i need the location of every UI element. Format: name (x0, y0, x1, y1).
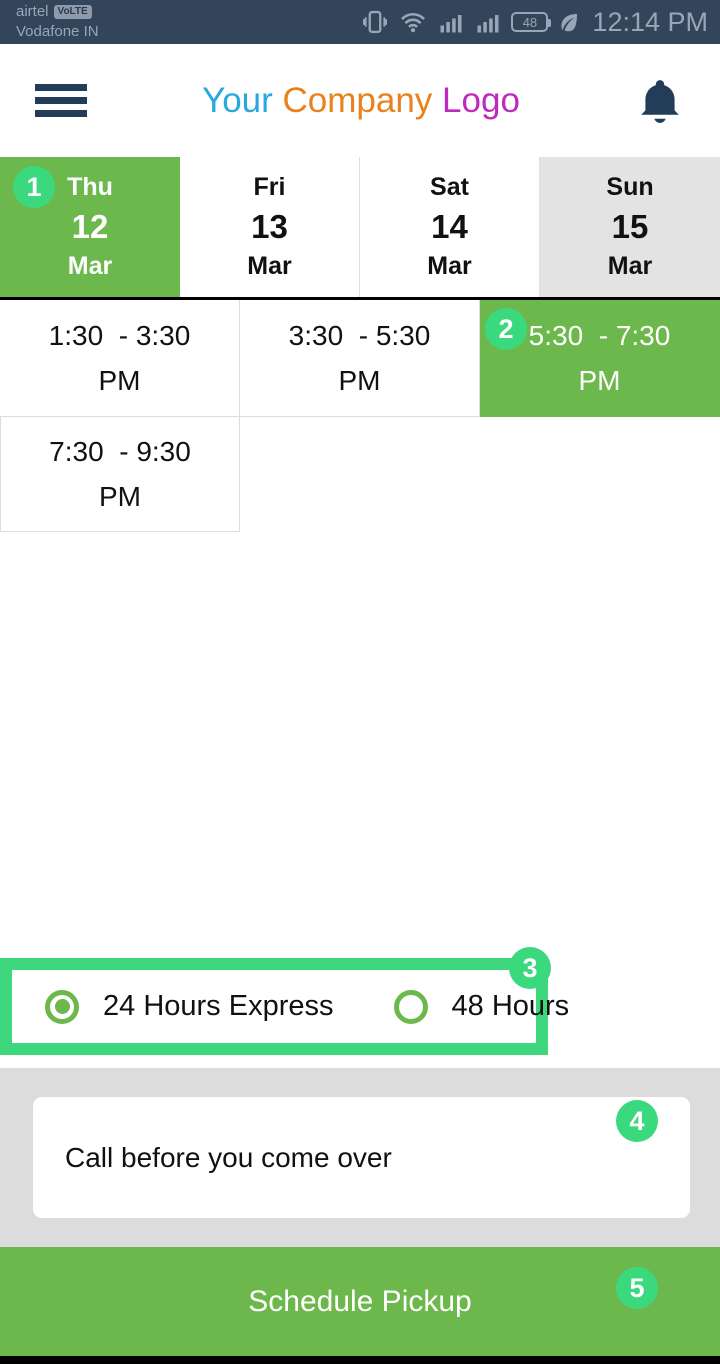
menu-icon[interactable] (35, 84, 87, 117)
schedule-pickup-label: Schedule Pickup (248, 1284, 472, 1318)
battery-icon: 48 (511, 12, 552, 32)
day-number: 13 (251, 208, 288, 245)
date-cell-sun-15[interactable]: Sun 15 Mar (540, 157, 720, 297)
comment-section: Call before you come over (0, 1068, 720, 1247)
battery-saver-leaf-icon (561, 14, 578, 32)
annotation-badge-3: 3 (509, 947, 551, 989)
schedule-pickup-button[interactable]: Schedule Pickup (0, 1247, 720, 1356)
comment-value: Call before you come over (65, 1142, 392, 1173)
carrier-info: airtel VoLTE Vodafone IN (16, 2, 99, 42)
slot-range: 7:30 - 9:30 (49, 435, 191, 467)
annotation-badge-2: 2 (485, 308, 527, 350)
date-picker: Thu 12 Mar Fri 13 Mar Sat 14 Mar Sun 15 … (0, 157, 720, 300)
weekday-label: Sat (430, 173, 469, 201)
day-number: 14 (431, 208, 468, 245)
day-number: 12 (71, 208, 109, 245)
option-label: 48 Hours (451, 990, 570, 1022)
time-slot-330-530[interactable]: 3:30 - 5:30 PM (240, 300, 480, 417)
option-label: 24 Hours Express (103, 990, 334, 1022)
day-number: 15 (611, 208, 649, 245)
month-label: Mar (607, 252, 653, 280)
bell-icon[interactable] (635, 75, 685, 127)
month-label: Mar (427, 252, 472, 280)
date-cell-fri-13[interactable]: Fri 13 Mar (180, 157, 360, 297)
date-cell-sat-14[interactable]: Sat 14 Mar (360, 157, 540, 297)
weekday-label: Thu (67, 173, 113, 201)
slot-period: PM (98, 364, 141, 396)
comment-input[interactable]: Call before you come over (33, 1097, 690, 1218)
time-slot-row-2: 7:30 - 9:30 PM (0, 417, 720, 532)
volte-badge: VoLTE (53, 5, 92, 19)
slot-period: PM (338, 364, 381, 396)
slot-period: PM (99, 480, 141, 512)
company-logo: Your Company Logo (202, 81, 520, 121)
content-spacer (0, 532, 720, 958)
option-48-hours[interactable]: 48 Hours (393, 989, 570, 1024)
logo-part-2: Company (282, 80, 443, 120)
annotation-badge-4: 4 (616, 1100, 658, 1142)
vibrate-icon (363, 10, 388, 34)
carrier-secondary-label: Vodafone IN (16, 23, 99, 40)
wifi-icon (401, 12, 426, 33)
annotation-badge-5: 5 (616, 1267, 658, 1309)
status-bar: airtel VoLTE Vodafone IN 48 (0, 0, 720, 44)
weekday-label: Sun (606, 173, 654, 201)
month-label: Mar (247, 252, 292, 280)
signal-icon (440, 15, 462, 33)
time-slot-130-330[interactable]: 1:30 - 3:30 PM (0, 300, 240, 417)
clock-label: 12:14 PM (592, 6, 708, 37)
slot-period: PM (578, 364, 621, 396)
battery-level: 48 (522, 14, 538, 30)
month-label: Mar (67, 252, 113, 280)
service-options-box: 24 Hours Express 48 Hours (0, 958, 569, 1055)
signal-icon (477, 15, 499, 33)
android-nav-bar (0, 1356, 720, 1364)
radio-unselected-icon[interactable] (393, 989, 428, 1024)
slot-range: 5:30 - 7:30 (528, 319, 671, 351)
carrier-primary-label: airtel (16, 3, 49, 20)
annotation-badge-1: 1 (13, 166, 55, 208)
time-slot-730-930[interactable]: 7:30 - 9:30 PM (0, 417, 240, 532)
slot-range: 1:30 - 3:30 (48, 319, 191, 351)
logo-part-1: Your (202, 80, 283, 120)
option-24-hours-express[interactable]: 24 Hours Express (45, 989, 334, 1024)
logo-part-3: Logo (442, 80, 520, 120)
slot-range: 3:30 - 5:30 (288, 319, 431, 351)
time-slot-row-1: 1:30 - 3:30 PM 3:30 - 5:30 PM 5:30 - 7:3… (0, 300, 720, 417)
app-header: Your Company Logo (0, 44, 720, 157)
weekday-label: Fri (253, 173, 286, 201)
radio-selected-icon[interactable] (45, 989, 79, 1024)
